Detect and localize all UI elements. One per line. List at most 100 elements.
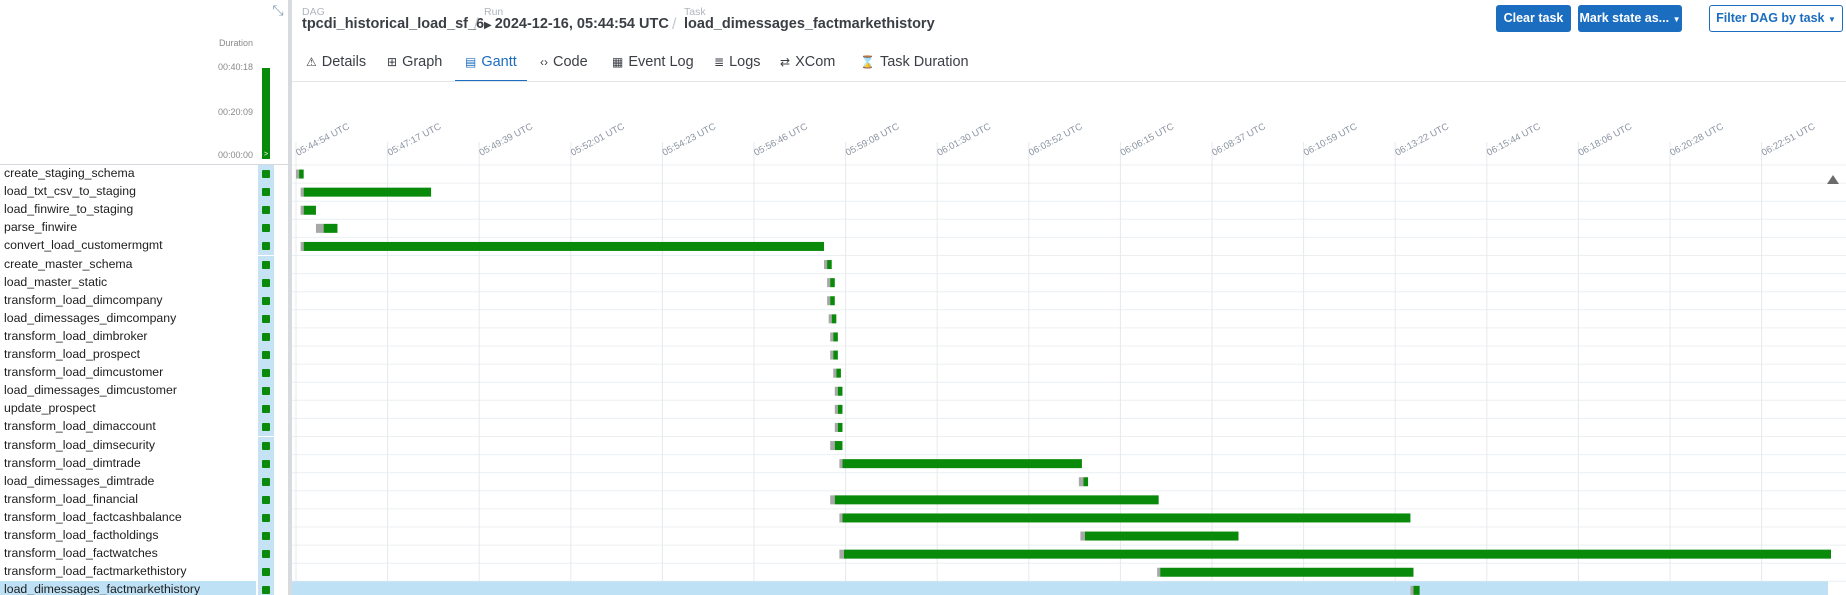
gantt-queued-bar[interactable] [827, 278, 830, 287]
task-instance-status[interactable] [262, 478, 270, 486]
clear-task-button[interactable]: Clear task [1496, 5, 1571, 32]
task-row[interactable]: load_master_static [0, 274, 288, 292]
task-name[interactable]: transform_load_factmarkethistory [4, 564, 186, 578]
gantt-task-bar[interactable] [844, 550, 1831, 559]
task-instance-status[interactable] [262, 496, 270, 504]
tab-task-duration[interactable]: ⌛ Task Duration [860, 46, 969, 82]
breadcrumb-run[interactable]: ▶ 2024-12-16, 05:44:54 UTC [484, 16, 669, 32]
gantt-queued-bar[interactable] [827, 296, 830, 305]
gantt-queued-bar[interactable] [1157, 568, 1160, 577]
gantt-task-bar[interactable] [1085, 532, 1239, 541]
task-instance-status[interactable] [262, 333, 270, 341]
scroll-up-icon[interactable] [1826, 174, 1840, 186]
gantt-task-bar[interactable] [838, 405, 843, 414]
task-name[interactable]: load_dimessages_dimtrade [4, 474, 154, 488]
filter-dag-button[interactable]: Filter DAG by task ▼ [1709, 5, 1843, 32]
task-name[interactable]: update_prospect [4, 401, 96, 415]
task-instance-status[interactable] [262, 460, 270, 468]
task-name[interactable]: load_dimessages_dimcompany [4, 311, 176, 325]
task-name[interactable]: transform_load_dimtrade [4, 456, 141, 470]
task-instance-status[interactable] [262, 170, 270, 178]
task-instance-status[interactable] [262, 297, 270, 305]
gantt-queued-bar[interactable] [839, 550, 844, 559]
task-row[interactable]: transform_load_dimsecurity [0, 437, 288, 455]
gantt-queued-bar[interactable] [835, 387, 838, 396]
gantt-queued-bar[interactable] [839, 513, 842, 522]
gantt-queued-bar[interactable] [830, 332, 833, 341]
gantt-queued-bar[interactable] [835, 405, 838, 414]
task-name[interactable]: load_dimessages_dimcustomer [4, 383, 177, 397]
task-row[interactable]: update_prospect [0, 400, 288, 418]
task-row[interactable]: load_dimessages_dimtrade [0, 473, 288, 491]
task-row[interactable]: create_master_schema [0, 256, 288, 274]
gantt-queued-bar[interactable] [296, 170, 299, 179]
task-name[interactable]: transform_load_factwatches [4, 546, 158, 560]
task-row[interactable]: load_finwire_to_staging [0, 201, 288, 219]
gantt-task-bar[interactable] [1160, 568, 1413, 577]
task-instance-status[interactable] [262, 315, 270, 323]
gantt-task-bar[interactable] [299, 170, 304, 179]
mark-state-button[interactable]: Mark state as... ▼ [1578, 5, 1682, 32]
gantt-queued-bar[interactable] [833, 369, 836, 378]
task-instance-status[interactable] [262, 423, 270, 431]
gantt-task-bar[interactable] [1083, 477, 1088, 486]
task-row[interactable]: transform_load_dimbroker [0, 328, 288, 346]
gantt-queued-bar[interactable] [830, 351, 833, 360]
task-instance-status[interactable] [262, 224, 270, 232]
task-row[interactable]: convert_load_customermgmt [0, 237, 288, 255]
task-name[interactable]: create_staging_schema [4, 166, 135, 180]
task-row[interactable]: transform_load_prospect [0, 346, 288, 364]
task-name[interactable]: transform_load_factcashbalance [4, 510, 182, 524]
task-name[interactable]: load_dimessages_factmarkethistory [4, 582, 200, 595]
task-instance-status[interactable] [262, 279, 270, 287]
task-row[interactable]: load_txt_csv_to_staging [0, 183, 288, 201]
gantt-queued-bar[interactable] [829, 314, 832, 323]
gantt-queued-bar[interactable] [835, 423, 838, 432]
task-name[interactable]: transform_load_dimcustomer [4, 365, 163, 379]
collapse-icon[interactable]: ⤡ [270, 2, 286, 18]
gantt-task-bar[interactable] [827, 260, 832, 269]
gantt-task-bar[interactable] [1413, 586, 1419, 595]
task-instance-status[interactable] [262, 206, 270, 214]
task-row[interactable]: transform_load_dimtrade [0, 455, 288, 473]
gantt-queued-bar[interactable] [1079, 477, 1084, 486]
task-row[interactable]: transform_load_factwatches [0, 545, 288, 563]
gantt-task-bar[interactable] [304, 188, 431, 197]
gantt-task-bar[interactable] [838, 423, 843, 432]
tab-logs[interactable]: ≣ Logs [714, 46, 761, 82]
task-instance-status[interactable] [262, 532, 270, 540]
task-row[interactable]: transform_load_financial [0, 491, 288, 509]
tab-code[interactable]: ‹› Code [540, 46, 588, 82]
task-row[interactable]: transform_load_dimcompany [0, 292, 288, 310]
task-name[interactable]: load_master_static [4, 275, 107, 289]
tab-gantt[interactable]: ▤ Gantt [455, 46, 527, 82]
gantt-task-bar[interactable] [830, 296, 835, 305]
task-name[interactable]: create_master_schema [4, 257, 133, 271]
gantt-task-bar[interactable] [830, 278, 835, 287]
breadcrumb-task[interactable]: load_dimessages_factmarkethistory [684, 16, 935, 32]
gantt-task-bar[interactable] [304, 206, 316, 215]
task-instance-status[interactable] [262, 242, 270, 250]
gantt-task-bar[interactable] [835, 441, 843, 450]
task-name[interactable]: transform_load_dimaccount [4, 419, 156, 433]
task-name[interactable]: parse_finwire [4, 220, 77, 234]
task-instance-status[interactable] [262, 261, 270, 269]
task-row[interactable]: transform_load_dimcustomer [0, 364, 288, 382]
gantt-queued-bar[interactable] [824, 260, 827, 269]
task-name[interactable]: transform_load_dimbroker [4, 329, 148, 343]
gantt-queued-bar[interactable] [301, 206, 304, 215]
task-instance-status[interactable] [262, 514, 270, 522]
gantt-queued-bar[interactable] [839, 459, 842, 468]
tab-graph[interactable]: ⊞ Graph [387, 46, 442, 82]
task-name[interactable]: load_finwire_to_staging [4, 202, 133, 216]
gantt-queued-bar[interactable] [301, 188, 304, 197]
task-name[interactable]: transform_load_factholdings [4, 528, 159, 542]
gantt-task-bar[interactable] [304, 242, 824, 251]
gantt-task-bar[interactable] [836, 369, 841, 378]
task-name[interactable]: transform_load_dimsecurity [4, 438, 155, 452]
task-row[interactable]: transform_load_dimaccount [0, 418, 288, 436]
gantt-queued-bar[interactable] [830, 495, 835, 504]
gantt-task-bar[interactable] [833, 351, 838, 360]
task-row[interactable]: parse_finwire [0, 219, 288, 237]
task-instance-status[interactable] [262, 387, 270, 395]
